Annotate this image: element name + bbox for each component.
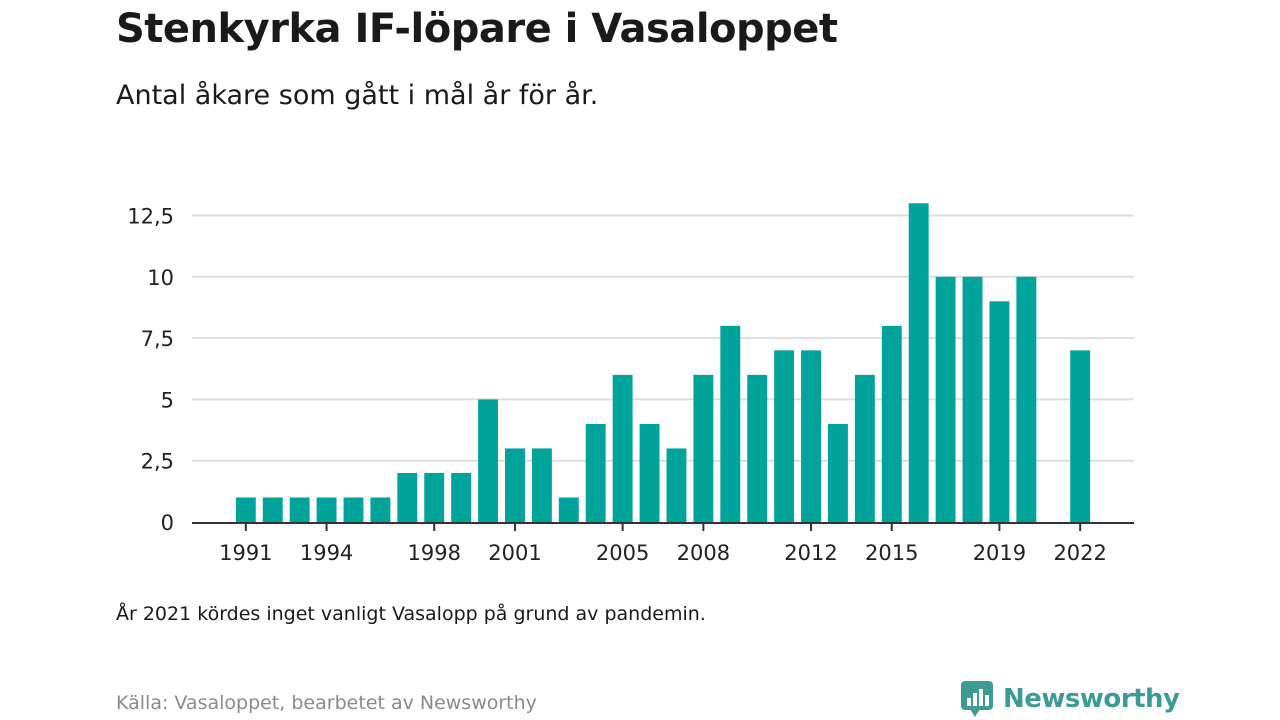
x-tick-label: 2015 <box>865 541 918 565</box>
bar-2003 <box>558 497 579 522</box>
x-tick-label: 2019 <box>973 541 1026 565</box>
bar-chart-speech-bubble-icon <box>961 681 993 717</box>
bar-2012 <box>801 350 821 522</box>
bar-2014 <box>854 374 875 522</box>
bar-1992 <box>262 497 283 522</box>
bars <box>235 203 1091 523</box>
x-tick-label: 2008 <box>677 541 730 565</box>
bar-1998 <box>424 472 445 522</box>
x-tick-label: 1998 <box>408 541 461 565</box>
x-tick-label: 2012 <box>784 541 837 565</box>
bar-2006 <box>639 423 660 522</box>
bar-1993 <box>289 497 310 522</box>
x-tick-label: 1994 <box>300 541 353 565</box>
x-tick-label: 1991 <box>219 541 272 565</box>
x-axis-ticks: 1991 1994 1998 2001 2005 2008 2012 2015 2019 2022 <box>219 523 1107 565</box>
x-tick-label: 2001 <box>488 541 541 565</box>
y-axis-ticks: 0 2,5 5 7,5 10 12,5 <box>127 205 174 536</box>
bar-1994 <box>316 497 337 522</box>
bar-2020 <box>1016 276 1037 522</box>
y-tick-label: 10 <box>147 266 174 290</box>
y-tick-label: 2,5 <box>141 450 174 474</box>
bar-chart: 0 2,5 5 7,5 10 12,5 1991 1994 1998 2001 2005 2008 2… <box>127 203 1134 565</box>
bar-2017 <box>935 276 956 522</box>
bar-1999 <box>451 472 472 522</box>
bar-2010 <box>747 374 768 522</box>
bar-1997 <box>397 472 418 522</box>
y-tick-label: 7,5 <box>141 327 174 351</box>
y-tick-label: 12,5 <box>127 205 174 229</box>
bar-2016 <box>908 203 929 523</box>
y-tick-label: 0 <box>161 511 174 535</box>
bar-1995 <box>343 497 364 522</box>
bar-1996 <box>370 497 391 522</box>
x-tick-label: 2005 <box>596 541 649 565</box>
newsworthy-logo[interactable]: Newsworthy <box>960 680 1180 718</box>
bar-2013 <box>827 423 848 522</box>
bar-2022 <box>1070 350 1091 522</box>
bar-2015 <box>881 325 902 522</box>
bar-2001 <box>505 448 525 522</box>
bar-2007 <box>666 448 687 522</box>
x-tick-label: 2022 <box>1053 541 1106 565</box>
bar-2019 <box>989 301 1010 522</box>
bar-2005 <box>612 374 633 522</box>
y-tick-label: 5 <box>161 388 174 412</box>
bar-2004 <box>585 423 606 522</box>
brand-name: Newsworthy <box>1003 684 1180 714</box>
bar-1991 <box>235 497 256 522</box>
bar-2009 <box>720 325 741 522</box>
bar-2002 <box>531 448 552 522</box>
chart-footnote: År 2021 kördes inget vanligt Vasalopp på… <box>116 603 706 625</box>
source-credit: Källa: Vasaloppet, bearbetet av Newswort… <box>116 692 537 714</box>
bar-2018 <box>962 276 983 522</box>
chart-subtitle: Antal åkare som gått i mål år för år. <box>116 80 599 111</box>
chart-title: Stenkyrka IF-löpare i Vasaloppet <box>116 6 838 52</box>
bar-2000 <box>478 399 499 522</box>
bar-2008 <box>693 374 714 522</box>
bar-2011 <box>774 350 795 522</box>
